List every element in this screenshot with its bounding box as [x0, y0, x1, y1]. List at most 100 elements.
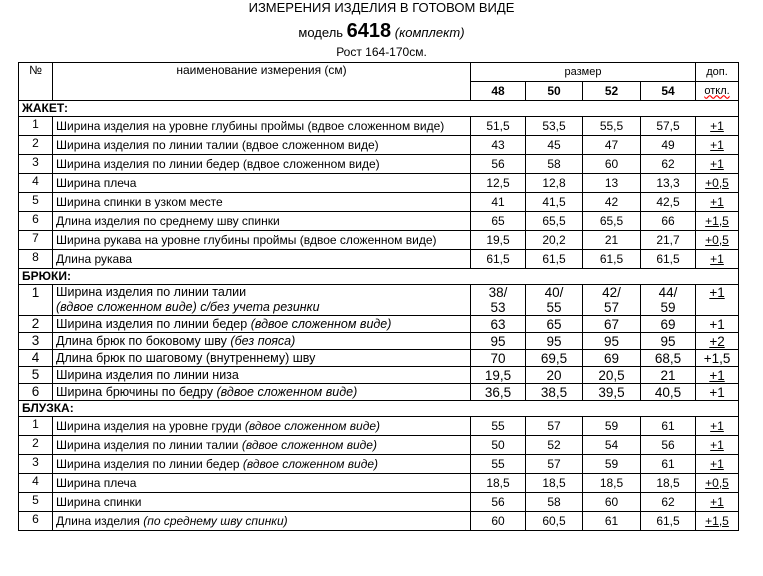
value-cell: 21 — [582, 230, 641, 250]
measure-cell: Ширина брючины по бедру (вдвое сложенном… — [52, 383, 471, 401]
value-cell: 70 — [470, 349, 526, 367]
table-row: 3 Ширина изделия по линии бедер (вдвое сл… — [18, 154, 740, 174]
tolerance-cell: +1 — [695, 154, 740, 174]
value-cell: 47 — [582, 135, 641, 155]
measure-cell: Длина рукава — [52, 249, 471, 269]
header-size-48: 48 — [470, 81, 526, 101]
value-cell: 38,5 — [525, 383, 583, 401]
height-range: Рост 164-170см. — [336, 45, 427, 59]
table-row: 4 Ширина плеча 18,5 18,5 18,5 18,5 +0,5 — [18, 473, 740, 493]
tolerance-value: +1 — [710, 194, 724, 209]
tolerance-value: +1 — [710, 437, 724, 452]
measure-name: Ширина изделия на уровне груди — [56, 418, 242, 433]
value-cell: 57 — [525, 454, 583, 474]
value-cell: 68,5 — [639, 349, 697, 367]
measure-cell: Длина брюк по шаговому (внутреннему) шву — [52, 349, 471, 367]
value-cell: 19,5 — [470, 366, 526, 384]
measure-cell: Ширина изделия на уровне глубины проймы … — [52, 116, 471, 136]
tolerance-cell: +1 — [695, 492, 740, 512]
tolerance-value: +1 — [710, 137, 724, 152]
measure-cell: Длина брюк по боковому шву (без пояса) — [52, 332, 471, 350]
tolerance-value: +1,5 — [705, 213, 729, 228]
value-cell: 57 — [525, 416, 583, 436]
value-cell: 12,5 — [470, 173, 526, 193]
measure-name: Ширина изделия по линии бедер — [56, 316, 248, 331]
value-cell: 36,5 — [470, 383, 526, 401]
measure-name: Длина брюк по боковому шву — [56, 333, 227, 348]
value-cell: 41 — [470, 192, 526, 212]
value-cell: 42/ 57 — [582, 284, 641, 316]
measurements-table: № наименование измерения (см) размер доп… — [17, 62, 740, 531]
measure-note: (вдвое сложенном виде) — [244, 418, 381, 433]
value-cell: 58 — [525, 154, 583, 174]
measure-name: Длина рукава — [56, 251, 133, 266]
value-cell: 69 — [639, 315, 697, 333]
measure-cell: Ширина изделия по линии талии (вдвое слож… — [52, 284, 471, 316]
measure-name: Ширина изделия по линии низа — [56, 367, 239, 382]
doc-title: ИЗМЕРЕНИЯ ИЗДЕЛИЯ В ГОТОВОМ ВИДЕ — [248, 0, 515, 15]
measure-name: Длина изделия — [56, 513, 140, 528]
table-row: 5 Ширина изделия по линии низа 19,5 20 20,5 2… — [18, 366, 740, 384]
row-num: 5 — [18, 492, 53, 512]
measure-cell: Ширина изделия по линии бедер (вдвое сло… — [52, 454, 471, 474]
value-cell: 61,5 — [639, 249, 697, 269]
model-prefix: модель — [298, 25, 344, 40]
tolerance-value: +1 — [709, 316, 725, 332]
tolerance-cell: +1 — [695, 416, 740, 436]
value-cell: 44/ 59 — [639, 284, 697, 316]
value-cell: 55,5 — [582, 116, 641, 136]
value-cell: 18,5 — [525, 473, 583, 493]
value-cell: 95 — [470, 332, 526, 350]
header-size-54: 54 — [639, 81, 697, 101]
table-row: 2 Ширина изделия по линии бедер (вдвое сл… — [18, 315, 740, 333]
measure-name: Ширина рукава на уровне глубины проймы (… — [56, 232, 437, 247]
measure-cell: Ширина плеча — [52, 473, 471, 493]
measure-cell: Ширина изделия на уровне груди (вдвое сл… — [52, 416, 471, 436]
measure-name: Ширина спинки в узком месте — [56, 194, 223, 209]
value-cell: 40/ 55 — [525, 284, 583, 316]
measure-cell: Ширина изделия по линии низа — [52, 366, 471, 384]
tolerance-cell: +1 — [695, 383, 740, 401]
value-cell: 57,5 — [639, 116, 697, 136]
value-cell: 41,5 — [525, 192, 583, 212]
value-cell: 13 — [582, 173, 641, 193]
header-tol2: откл. — [695, 81, 740, 101]
model-number: 6418 — [346, 20, 392, 42]
value-cell: 20,5 — [582, 366, 641, 384]
value-cell: 61 — [639, 454, 697, 474]
section-title: ЖАКЕТ: — [17, 100, 740, 117]
measure-note: (по среднему шву спинки) — [143, 513, 288, 528]
value-cell: 61,5 — [470, 249, 526, 269]
value-cell: 18,5 — [582, 473, 641, 493]
value-cell: 65,5 — [582, 211, 641, 231]
value-cell: 95 — [639, 332, 697, 350]
value-cell: 95 — [582, 332, 641, 350]
row-num: 6 — [18, 383, 53, 401]
measure-note: (вдвое сложенном виде) — [250, 316, 392, 331]
measure-cell: Ширина изделия по линии талии (вдвое сло… — [52, 135, 471, 155]
table-row: 6 Ширина брючины по бедру (вдвое сложенно… — [18, 383, 740, 401]
table-row: 5 Ширина спинки 56 58 60 62 +1 — [18, 492, 740, 512]
row-num: 3 — [18, 154, 53, 174]
section-title: БРЮКИ: — [17, 268, 740, 285]
row-num: 3 — [18, 454, 53, 474]
tolerance-cell: +1 — [695, 249, 740, 269]
table-row: 7 Ширина рукава на уровне глубины проймы … — [18, 230, 740, 250]
table-row: 1 Ширина изделия на уровне груди (вдвое с… — [18, 416, 740, 436]
measure-name: Ширина спинки — [56, 494, 142, 509]
tolerance-value: +0,5 — [705, 475, 729, 490]
row-num: 6 — [18, 511, 53, 531]
value-cell: 42,5 — [639, 192, 697, 212]
value-cell: 65 — [470, 211, 526, 231]
measure-note: (вдвое сложенном виде) — [216, 384, 358, 399]
measure-name: Ширина изделия по линии талии — [56, 285, 247, 299]
value-cell: 43 — [470, 135, 526, 155]
row-num: 2 — [18, 435, 53, 455]
tolerance-cell: +1 — [695, 135, 740, 155]
table-row: 4 Длина брюк по шаговому (внутреннему) шв… — [18, 349, 740, 367]
model-line: модель 6418 (комплект) — [0, 20, 763, 43]
tolerance-cell: +2 — [695, 332, 740, 350]
value-cell: 18,5 — [470, 473, 526, 493]
table-row: 3 Длина брюк по боковому шву (без пояса) 9… — [18, 332, 740, 350]
measure-note: (вдвое сложенном виде) — [242, 456, 378, 471]
